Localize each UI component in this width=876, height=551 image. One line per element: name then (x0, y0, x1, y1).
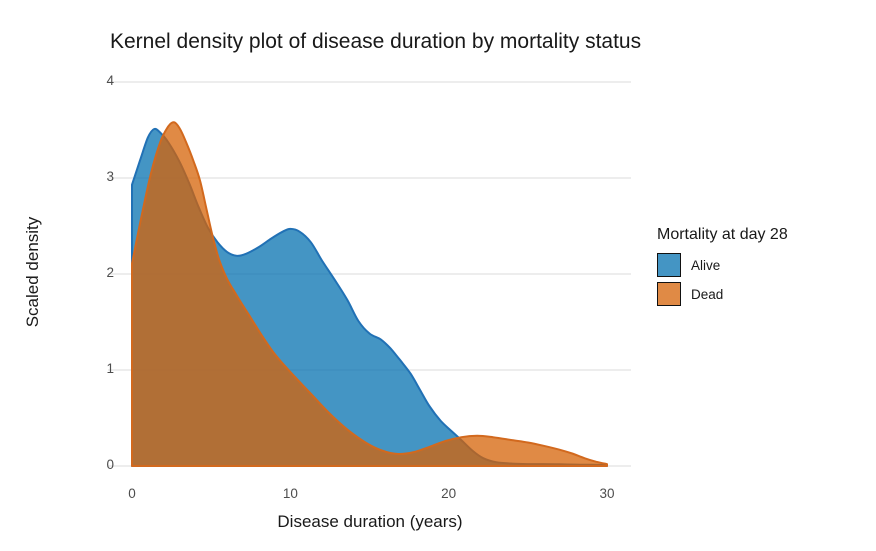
legend-item-alive: Alive (657, 253, 788, 277)
x-tick-label-0: 0 (128, 486, 136, 501)
chart-title: Kernel density plot of disease duration … (110, 30, 642, 53)
density-area-dead (131, 121, 608, 467)
legend: Mortality at day 28 Alive Dead (657, 226, 788, 311)
legend-label-dead: Dead (691, 286, 724, 302)
legend-item-dead: Dead (657, 282, 788, 306)
legend-title: Mortality at day 28 (657, 226, 788, 243)
x-tick-label-20: 20 (441, 486, 457, 501)
y-tick-label-2: 2 (106, 265, 114, 280)
legend-swatch-dead (657, 282, 681, 306)
x-tick-label-30: 30 (599, 486, 615, 501)
legend-swatch-alive (657, 253, 681, 277)
y-tick-label-4: 4 (106, 73, 114, 88)
y-tick-label-3: 3 (106, 169, 114, 184)
legend-items: Alive Dead (657, 253, 788, 306)
legend-label-alive: Alive (691, 257, 721, 273)
x-tick-label-10: 10 (282, 486, 298, 501)
x-axis-title: Disease duration (years) (277, 512, 463, 531)
y-tick-label-1: 1 (106, 361, 114, 376)
y-tick-label-0: 0 (106, 457, 114, 472)
y-axis-title: Scaled density (23, 216, 42, 328)
